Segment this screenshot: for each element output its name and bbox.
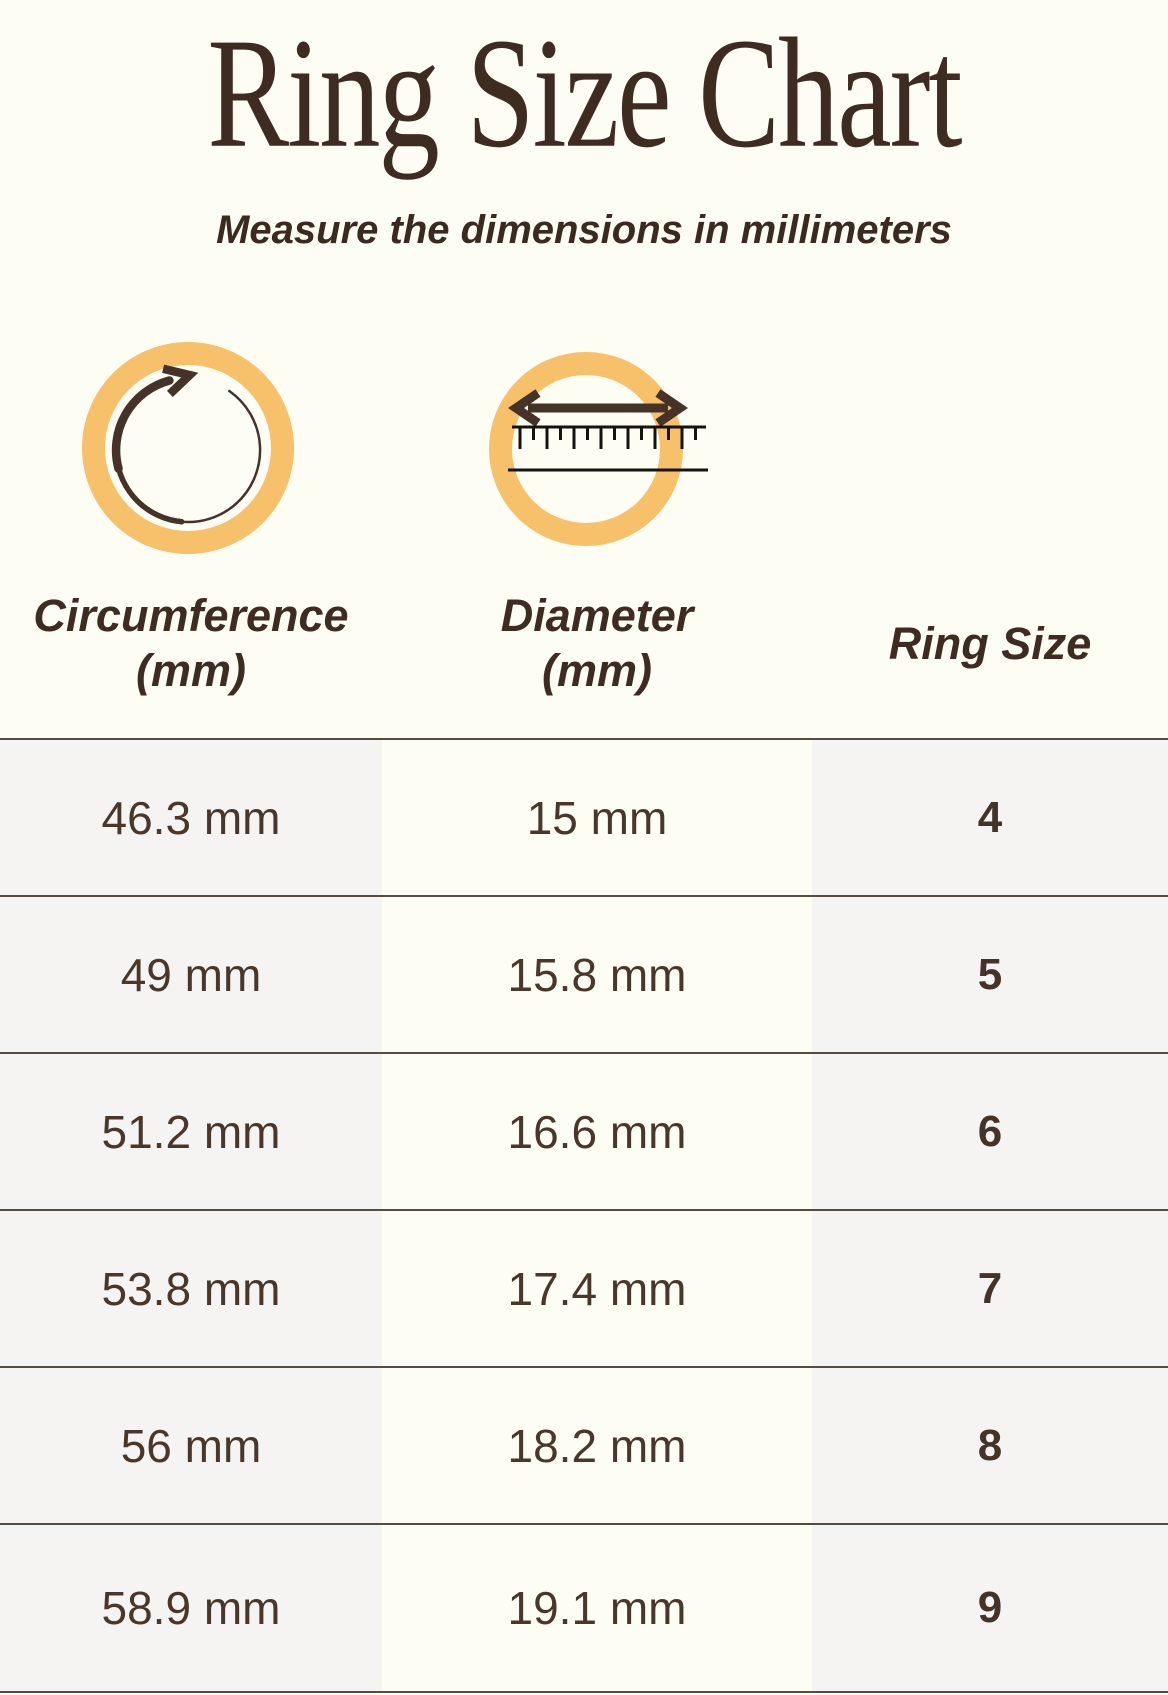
page-title: Ring Size Chart [207, 7, 962, 182]
ring-size-table: 46.3 mm 15 mm 4 49 mm 15.8 mm 5 51.2 mm … [0, 738, 1168, 1693]
ring-size-cell: 7 [812, 1211, 1168, 1366]
table-row: 51.2 mm 16.6 mm 6 [0, 1054, 1168, 1211]
header-circumference: Circumference (mm) [0, 585, 382, 703]
ruler [508, 425, 708, 472]
diameter-cell: 16.6 mm [507, 1105, 687, 1158]
header-diameter: Diameter (mm) [382, 585, 812, 703]
header-line: Ring Size [888, 617, 1092, 669]
header-line: Circumference [33, 590, 349, 642]
ring-size-cell: 6 [812, 1054, 1168, 1209]
ring-band [489, 352, 683, 546]
header-line: Diameter [500, 590, 694, 642]
ring-size-cell: 4 [812, 740, 1168, 895]
circumference-cell: 53.8 mm [0, 1211, 382, 1366]
table-row: 49 mm 15.8 mm 5 [0, 897, 1168, 1054]
circumference-cell: 56 mm [0, 1368, 382, 1523]
circumference-ring-icon [82, 342, 294, 554]
table-row: 53.8 mm 17.4 mm 7 [0, 1211, 1168, 1368]
diameter-arrow [508, 389, 688, 427]
diameter-cell: 17.4 mm [507, 1262, 687, 1315]
circumference-cell: 49 mm [0, 897, 382, 1052]
table-row: 56 mm 18.2 mm 8 [0, 1368, 1168, 1525]
diameter-cell: 18.2 mm [507, 1419, 687, 1472]
header-unit: (mm) [542, 645, 652, 696]
circular-arrow [111, 364, 262, 525]
circumference-cell: 58.9 mm [0, 1525, 382, 1691]
ring-band [82, 342, 294, 554]
circumference-cell: 51.2 mm [0, 1054, 382, 1209]
circumference-cell: 46.3 mm [0, 740, 382, 895]
diameter-cell: 15 mm [526, 791, 668, 844]
diameter-cell: 19.1 mm [507, 1582, 687, 1634]
table-row: 46.3 mm 15 mm 4 [0, 740, 1168, 897]
table-row: 58.9 mm 19.1 mm 9 [0, 1525, 1168, 1693]
table-header-row: Circumference (mm) Diameter (mm) Ring Si… [0, 585, 1168, 703]
header-unit: (mm) [136, 645, 246, 696]
ring-size-cell: 9 [812, 1525, 1168, 1691]
ring-size-cell: 8 [812, 1368, 1168, 1523]
ring-size-cell: 5 [812, 897, 1168, 1052]
page-subtitle: Measure the dimensions in millimeters [216, 208, 952, 252]
header-ring-size: Ring Size [812, 585, 1168, 703]
diameter-ruler-ring-icon [489, 352, 708, 546]
diameter-cell: 15.8 mm [507, 948, 687, 1001]
